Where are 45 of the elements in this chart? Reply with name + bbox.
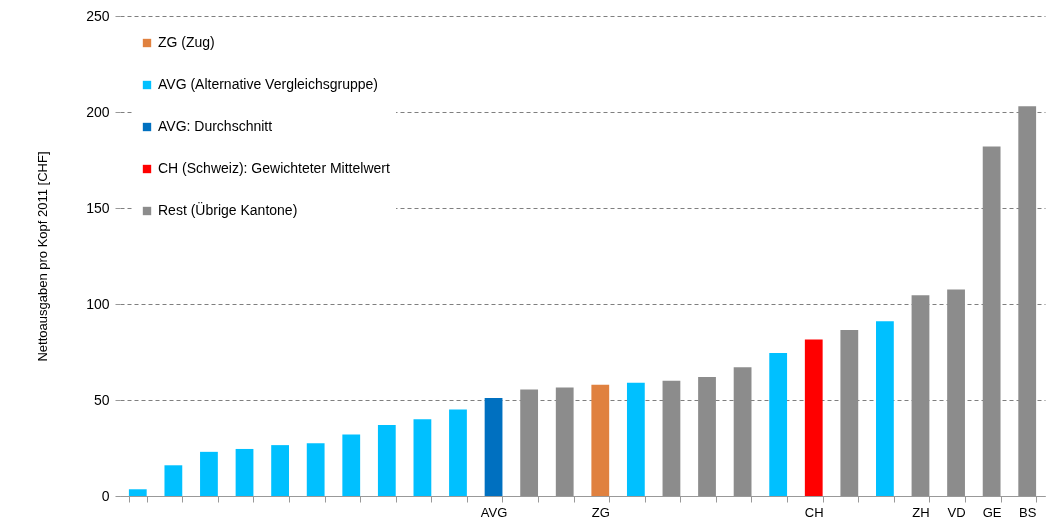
x-tick-label: CH <box>804 504 824 520</box>
bar <box>413 419 432 496</box>
y-tick-label: 150 <box>86 199 110 216</box>
x-tick-label: VD <box>947 504 966 520</box>
bar <box>733 367 752 496</box>
bar <box>1018 106 1037 496</box>
bar <box>377 424 396 496</box>
bar <box>128 489 147 496</box>
bar <box>698 376 716 496</box>
bar <box>306 443 325 496</box>
x-tick-label: ZH <box>912 504 930 520</box>
bar <box>484 398 503 496</box>
bar <box>911 295 930 496</box>
x-tick-label: ZG <box>591 504 610 520</box>
bar <box>164 465 183 496</box>
bar <box>591 384 610 496</box>
legend-label: Rest (Übrige Kantone) <box>158 201 298 218</box>
bar <box>804 339 823 496</box>
y-tick-label: 0 <box>101 487 110 504</box>
y-axis-title: Nettoausgaben pro Kopf 2011 [CHF] <box>35 151 51 362</box>
x-tick-label: AVG <box>480 504 508 520</box>
bar <box>271 445 289 496</box>
bar <box>769 352 788 496</box>
bar <box>555 387 574 496</box>
y-tick-label: 200 <box>86 103 110 120</box>
x-tick-label: GE <box>982 504 1002 520</box>
legend-label: CH (Schweiz): Gewichteter Mittelwert <box>158 160 390 176</box>
y-tick-label: 50 <box>93 391 110 408</box>
bar <box>876 321 894 496</box>
y-tick-label: 100 <box>86 295 110 312</box>
bar <box>662 380 681 496</box>
bar <box>840 329 859 496</box>
bar <box>342 434 361 496</box>
bar <box>626 382 645 496</box>
y-tick-label: 250 <box>86 7 110 24</box>
bar <box>982 146 1001 496</box>
legend-label: AVG: Durchschnitt <box>158 118 273 134</box>
bar <box>200 451 218 496</box>
bar <box>520 389 539 496</box>
legend-label: ZG (Zug) <box>158 34 215 50</box>
bar <box>449 409 467 496</box>
x-tick-label: BS <box>1019 504 1037 520</box>
bar <box>947 289 965 496</box>
bar <box>235 448 254 496</box>
legend-label: AVG (Alternative Vergleichsgruppe) <box>158 76 378 92</box>
